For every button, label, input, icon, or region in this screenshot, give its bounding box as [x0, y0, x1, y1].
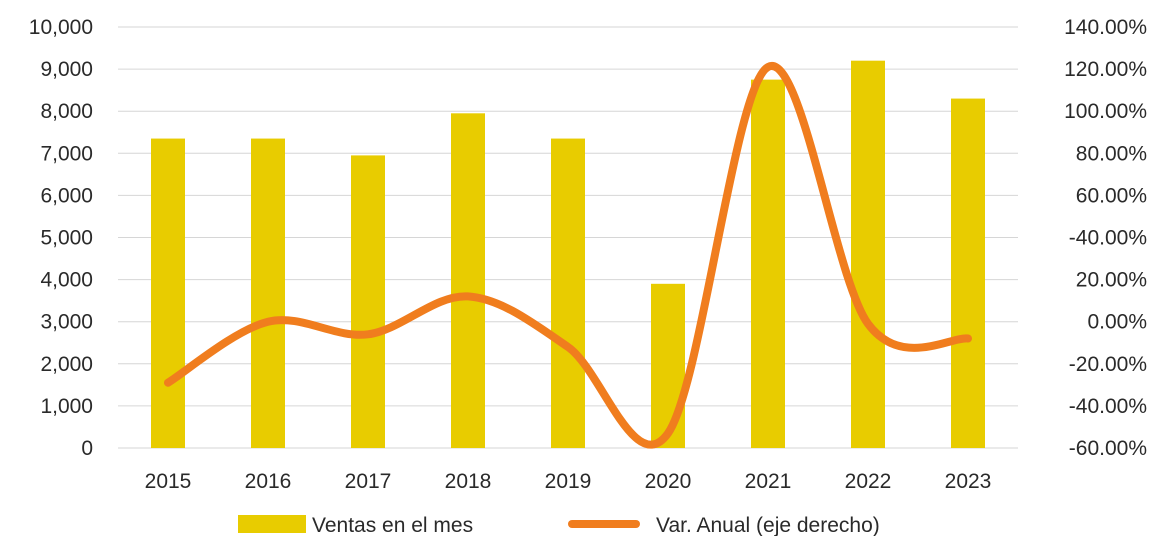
bar	[951, 98, 985, 448]
x-tick-label: 2015	[145, 470, 192, 493]
left-tick-label: 5,000	[40, 227, 93, 250]
right-tick-label: -60.00%	[1069, 437, 1147, 460]
x-tick-label: 2018	[445, 470, 492, 493]
bar	[351, 155, 385, 448]
x-tick-label: 2017	[345, 470, 392, 493]
left-tick-label: 8,000	[40, 100, 93, 123]
left-tick-label: 7,000	[40, 142, 93, 165]
right-tick-label: 120.00%	[1064, 58, 1147, 81]
bar	[551, 138, 585, 448]
x-tick-label: 2023	[945, 470, 992, 493]
right-tick-label: 0.00%	[1087, 311, 1147, 334]
legend-label-line: Var. Anual (eje derecho)	[656, 514, 880, 536]
x-tick-label: 2022	[845, 470, 892, 493]
right-tick-label: 140.00%	[1064, 16, 1147, 39]
variation-line	[164, 62, 972, 449]
legend: Ventas en el mes Var. Anual (eje derecho…	[238, 514, 880, 536]
left-tick-label: 9,000	[40, 58, 93, 81]
right-axis-ticks: -60.00% -40.00% -20.00% 0.00% 20.00% -40.00% 6…	[1064, 16, 1147, 460]
right-tick-label: 80.00%	[1076, 142, 1147, 165]
left-tick-label: 3,000	[40, 311, 93, 334]
line-series	[164, 62, 972, 449]
left-tick-label: 1,000	[40, 395, 93, 418]
bar	[151, 138, 185, 448]
left-axis-ticks: 0 1,000 2,000 3,000 4,000 5,000 6,000 7,000 8,00…	[29, 16, 93, 460]
right-tick-label: 60.00%	[1076, 184, 1147, 207]
bar-series	[151, 60, 985, 449]
right-tick-label: -20.00%	[1069, 353, 1147, 376]
x-axis-ticks: 2015 2016 2017 2018 2019 2020 2021 2022 2023	[145, 470, 992, 493]
left-tick-label: 10,000	[29, 16, 93, 39]
x-tick-label: 2019	[545, 470, 592, 493]
x-tick-label: 2021	[745, 470, 792, 493]
legend-label-bars: Ventas en el mes	[312, 514, 473, 536]
right-tick-label: -40.00%	[1069, 227, 1147, 250]
bar	[651, 283, 685, 448]
bar	[451, 113, 485, 449]
left-tick-label: 0	[81, 437, 93, 460]
left-tick-label: 4,000	[40, 269, 93, 292]
right-tick-label: 20.00%	[1076, 269, 1147, 292]
bar	[851, 60, 885, 449]
x-tick-label: 2016	[245, 470, 292, 493]
bar	[251, 138, 285, 448]
left-tick-label: 6,000	[40, 184, 93, 207]
left-tick-label: 2,000	[40, 353, 93, 376]
legend-swatch-bars	[238, 515, 306, 533]
right-tick-label: -40.00%	[1069, 395, 1147, 418]
right-tick-label: 100.00%	[1064, 100, 1147, 123]
x-tick-label: 2020	[645, 470, 692, 493]
bar	[751, 79, 785, 448]
